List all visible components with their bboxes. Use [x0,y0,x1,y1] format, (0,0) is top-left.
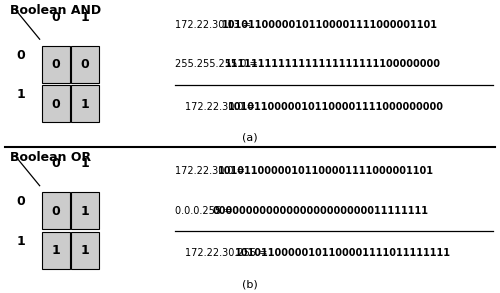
Text: 0: 0 [16,195,25,208]
Text: Boolean AND: Boolean AND [10,4,101,17]
Text: 255.255.255.0 =: 255.255.255.0 = [175,59,261,69]
Text: (a): (a) [242,133,258,143]
Text: 10101100000101100001111011111111: 10101100000101100001111011111111 [234,248,450,258]
Text: 10101100000101100001111000000000: 10101100000101100001111000000000 [228,102,444,112]
Text: 1: 1 [81,11,90,23]
Bar [42,193,70,229]
Text: 10101100000101100001111000001101: 10101100000101100001111000001101 [222,20,438,30]
Bar [70,86,99,122]
Text: 1: 1 [16,88,25,101]
Bar [42,232,70,269]
Bar [70,193,99,229]
Text: 00000000000000000000000011111111: 00000000000000000000000011111111 [212,206,428,216]
Text: 172.22.30.13 =: 172.22.30.13 = [175,20,254,30]
Text: Boolean OR: Boolean OR [10,151,91,164]
Text: 10101100000101100001111000001101: 10101100000101100001111000001101 [218,166,434,176]
Text: (b): (b) [242,279,258,289]
Text: 1: 1 [16,235,25,248]
Text: 1: 1 [80,244,89,257]
Text: 172.22.30.255 =: 172.22.30.255 = [185,248,270,258]
Bar [70,46,99,83]
Text: 172.22.30.0 =: 172.22.30.0 = [175,166,248,176]
Text: 0: 0 [51,98,60,110]
Text: 1: 1 [81,157,90,170]
Text: 0: 0 [80,58,89,71]
Text: 1: 1 [51,244,60,257]
Bar [42,46,70,83]
Text: 0: 0 [51,205,60,217]
Text: 0: 0 [16,49,25,62]
Text: 1: 1 [80,205,89,217]
Text: 11111111111111111111111100000000: 11111111111111111111111100000000 [224,59,440,69]
Text: 0.0.0.255 =: 0.0.0.255 = [175,206,236,216]
Text: 172.22.30.0 =: 172.22.30.0 = [185,102,258,112]
Text: 0: 0 [52,157,60,170]
Bar [70,232,99,269]
Text: 1: 1 [80,98,89,110]
Bar [42,86,70,122]
Text: 0: 0 [52,11,60,23]
Text: 0: 0 [51,58,60,71]
